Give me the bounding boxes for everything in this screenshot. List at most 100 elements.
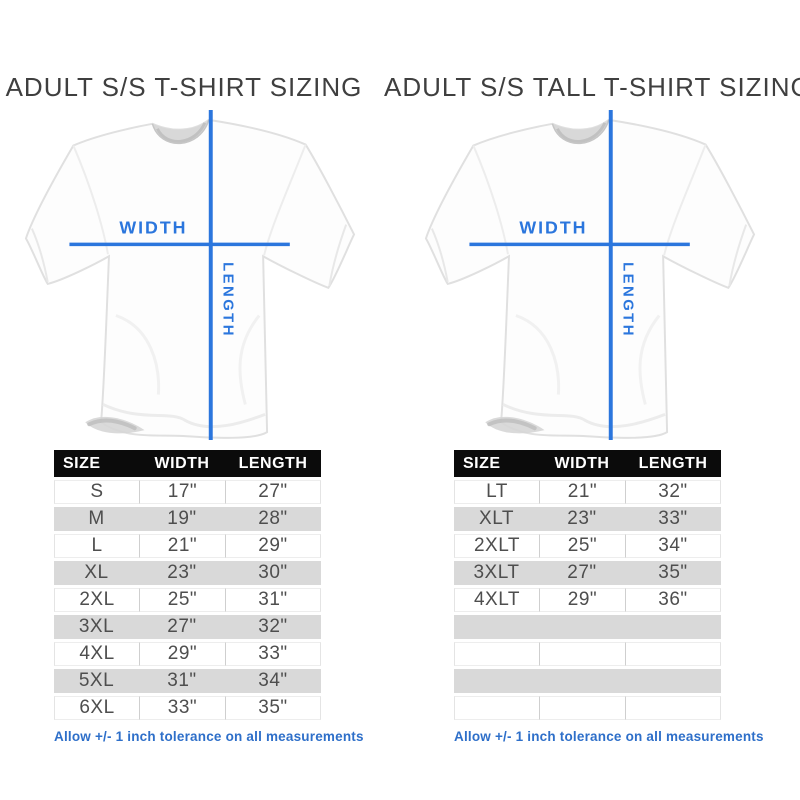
table-cell bbox=[454, 696, 539, 720]
table-cell: 30" bbox=[225, 561, 321, 585]
body-wrinkle-left bbox=[115, 314, 161, 395]
table-cell: 4XL bbox=[54, 642, 139, 666]
body-wrinkle-left bbox=[515, 314, 561, 395]
table-cell: XLT bbox=[454, 507, 539, 531]
table-cell bbox=[454, 615, 539, 639]
body-wrinkle-right bbox=[638, 314, 661, 405]
table-cell: XL bbox=[54, 561, 139, 585]
header-row: SIZE WIDTH LENGTH bbox=[454, 450, 721, 477]
hem-wrinkle bbox=[102, 403, 266, 429]
table-header: SIZE WIDTH LENGTH bbox=[454, 450, 721, 477]
tolerance-note: Allow +/- 1 inch tolerance on all measur… bbox=[454, 729, 764, 744]
table-cell: 21" bbox=[139, 534, 225, 558]
table-cell: 17" bbox=[139, 480, 225, 504]
table-row: 4XL 29" 33" bbox=[54, 642, 321, 666]
table-cell: 34" bbox=[225, 669, 321, 693]
left-cuff-fold bbox=[430, 228, 449, 283]
collar-inner-shadow bbox=[156, 122, 207, 143]
column-header-size: SIZE bbox=[54, 450, 139, 477]
table-row: L 21" 29" bbox=[54, 534, 321, 558]
table-cell: 21" bbox=[539, 480, 625, 504]
table-cell: 27" bbox=[539, 561, 625, 585]
table-cell: S bbox=[54, 480, 139, 504]
table-cell bbox=[539, 696, 625, 720]
hem-fold-streak bbox=[87, 418, 137, 431]
table-header: SIZE WIDTH LENGTH bbox=[54, 450, 321, 477]
table-cell: 28" bbox=[225, 507, 321, 531]
table-cell: 3XL bbox=[54, 615, 139, 639]
table-row: 6XL 33" 35" bbox=[54, 696, 321, 720]
table-body: S 17" 27" M 19" 28" L 21" 29" XL 23" 30" 2XL 25" 31" 3X… bbox=[54, 480, 321, 720]
column-header-length: LENGTH bbox=[625, 450, 721, 477]
tshirt-illustration: WIDTH LENGTH bbox=[24, 109, 356, 441]
length-label: LENGTH bbox=[620, 262, 636, 338]
panel-tall-sizing: ADULT S/S TALL T-SHIRT SIZING WIDTH bbox=[384, 0, 800, 800]
table-cell bbox=[625, 642, 721, 666]
table-cell: 31" bbox=[139, 669, 225, 693]
table-row: 3XLT 27" 35" bbox=[454, 561, 721, 585]
table-cell: 25" bbox=[539, 534, 625, 558]
table-row: M 19" 28" bbox=[54, 507, 321, 531]
tshirt-illustration: WIDTH LENGTH bbox=[424, 109, 756, 441]
tshirt-silhouette bbox=[24, 118, 356, 439]
width-label: WIDTH bbox=[119, 218, 187, 238]
table-row: XLT 23" 33" bbox=[454, 507, 721, 531]
size-table-tall: SIZE WIDTH LENGTH LT 21" 32" XLT 23" 33" 2XLT 2… bbox=[454, 447, 721, 723]
table-cell: 19" bbox=[139, 507, 225, 531]
table-cell: 29" bbox=[139, 642, 225, 666]
table-cell: L bbox=[54, 534, 139, 558]
table-cell bbox=[454, 669, 539, 693]
tshirt-silhouette bbox=[424, 118, 756, 439]
column-header-length: LENGTH bbox=[225, 450, 321, 477]
table-cell: 3XLT bbox=[454, 561, 539, 585]
table-cell: 31" bbox=[225, 588, 321, 612]
table-cell: 23" bbox=[539, 507, 625, 531]
length-label: LENGTH bbox=[220, 262, 236, 338]
table-row bbox=[454, 615, 721, 639]
table-cell bbox=[539, 642, 625, 666]
table-row bbox=[454, 642, 721, 666]
table-row: 3XL 27" 32" bbox=[54, 615, 321, 639]
table-body: LT 21" 32" XLT 23" 33" 2XLT 25" 34" 3XLT 27" 35" 4XL… bbox=[454, 480, 721, 720]
table-cell: 4XLT bbox=[454, 588, 539, 612]
table-row: LT 21" 32" bbox=[454, 480, 721, 504]
size-table-regular: SIZE WIDTH LENGTH S 17" 27" M 19" 28" L 21" 29" X… bbox=[54, 447, 321, 723]
table-cell: 35" bbox=[625, 561, 721, 585]
table-cell: LT bbox=[454, 480, 539, 504]
table-cell bbox=[539, 669, 625, 693]
tolerance-note: Allow +/- 1 inch tolerance on all measur… bbox=[54, 729, 364, 744]
table-row bbox=[454, 669, 721, 693]
table-cell: 5XL bbox=[54, 669, 139, 693]
column-header-width: WIDTH bbox=[539, 450, 625, 477]
table-cell bbox=[625, 696, 721, 720]
table-row: S 17" 27" bbox=[54, 480, 321, 504]
table-cell: 23" bbox=[139, 561, 225, 585]
table-row bbox=[454, 696, 721, 720]
right-cuff-fold bbox=[328, 224, 348, 287]
table-cell bbox=[625, 669, 721, 693]
table-cell: 32" bbox=[625, 480, 721, 504]
table-cell: M bbox=[54, 507, 139, 531]
table-row: 2XLT 25" 34" bbox=[454, 534, 721, 558]
collar-inner-shadow bbox=[556, 122, 607, 143]
column-header-width: WIDTH bbox=[139, 450, 225, 477]
table-cell bbox=[625, 615, 721, 639]
table-cell bbox=[539, 615, 625, 639]
collar-band bbox=[151, 119, 210, 145]
table-cell: 6XL bbox=[54, 696, 139, 720]
table-cell: 36" bbox=[625, 588, 721, 612]
left-cuff-fold bbox=[30, 228, 49, 283]
shirt-diagram: WIDTH LENGTH bbox=[412, 108, 768, 444]
table-cell: 32" bbox=[225, 615, 321, 639]
table-cell: 33" bbox=[625, 507, 721, 531]
hem-wrinkle bbox=[502, 403, 666, 429]
table-cell: 27" bbox=[225, 480, 321, 504]
page-title: ADULT S/S T-SHIRT SIZING bbox=[5, 72, 363, 102]
table-cell bbox=[454, 642, 539, 666]
table-cell: 2XLT bbox=[454, 534, 539, 558]
table-cell: 25" bbox=[139, 588, 225, 612]
table-row: 5XL 31" 34" bbox=[54, 669, 321, 693]
table-cell: 33" bbox=[139, 696, 225, 720]
page-title: ADULT S/S TALL T-SHIRT SIZING bbox=[384, 72, 800, 102]
